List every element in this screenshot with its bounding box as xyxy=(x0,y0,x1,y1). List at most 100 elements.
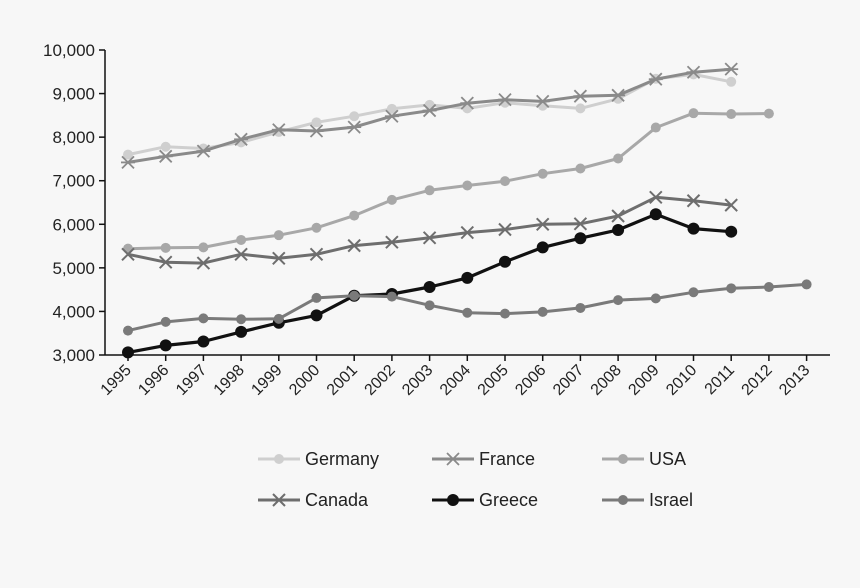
data-point-greece xyxy=(461,271,474,284)
x-tick-label: 1996 xyxy=(135,362,172,399)
data-point-usa xyxy=(349,210,360,221)
data-point-israel xyxy=(537,306,548,317)
data-point-israel xyxy=(500,308,510,319)
y-tick-label: 6,000 xyxy=(52,215,95,234)
data-point-israel xyxy=(801,279,812,290)
series-line-usa xyxy=(127,111,769,251)
data-point-greece xyxy=(197,335,210,348)
data-point-france xyxy=(158,149,173,163)
legend-item-germany: Germany xyxy=(258,449,379,469)
data-point-israel xyxy=(123,325,133,336)
data-point-usa xyxy=(650,122,661,133)
data-point-canada xyxy=(498,222,512,237)
data-point-usa xyxy=(273,230,284,241)
data-point-usa xyxy=(198,242,209,253)
data-point-greece xyxy=(235,325,248,338)
series-line-israel xyxy=(127,282,807,333)
data-point-germany xyxy=(160,141,171,152)
data-point-israel xyxy=(726,283,737,294)
legend-marker-israel xyxy=(618,495,628,505)
legend: Germany France USA Canada Greece Israel xyxy=(258,449,693,510)
data-point-israel xyxy=(650,293,661,304)
data-point-canada xyxy=(649,190,663,204)
legend-label-canada: Canada xyxy=(305,490,369,510)
x-tick-label: 2005 xyxy=(475,362,512,399)
data-point-greece xyxy=(499,255,511,268)
data-point-germany xyxy=(386,103,397,114)
data-point-canada xyxy=(460,225,475,240)
data-point-canada xyxy=(535,217,550,231)
series-usa xyxy=(123,108,774,254)
legend-marker-canada xyxy=(272,493,286,507)
data-point-israel xyxy=(462,307,473,318)
series-france xyxy=(121,62,739,170)
data-point-france xyxy=(648,72,663,86)
legend-item-israel: Israel xyxy=(602,490,693,510)
data-point-france xyxy=(121,155,135,170)
x-tick-label: 2011 xyxy=(702,362,738,398)
data-point-israel xyxy=(386,291,397,302)
data-point-canada xyxy=(309,247,324,262)
data-point-usa xyxy=(424,185,435,196)
data-point-usa xyxy=(613,153,624,164)
data-point-canada xyxy=(573,217,588,231)
legend-marker-greece xyxy=(447,494,459,506)
data-point-israel xyxy=(613,295,624,306)
x-tick-label: 2012 xyxy=(739,362,776,399)
data-point-canada xyxy=(121,247,135,262)
x-tick-label: 2004 xyxy=(437,362,474,399)
data-point-canada xyxy=(385,235,399,249)
x-tick-label: 2009 xyxy=(625,362,662,399)
x-tick-label: 1997 xyxy=(173,362,210,399)
series-line-france xyxy=(127,67,732,164)
data-point-canada xyxy=(272,251,286,265)
y-tick-label: 7,000 xyxy=(52,172,95,191)
x-tick-label: 2007 xyxy=(550,362,587,399)
data-point-usa xyxy=(462,180,473,191)
legend-marker-germany xyxy=(274,454,284,464)
data-point-canada xyxy=(347,238,361,253)
data-point-israel xyxy=(236,314,247,325)
y-tick-label: 10,000 xyxy=(43,41,95,60)
legend-label-greece: Greece xyxy=(479,490,538,510)
data-point-canada xyxy=(611,209,625,223)
data-point-france xyxy=(271,123,286,137)
data-point-greece xyxy=(612,223,625,236)
x-tick-label: 2002 xyxy=(362,362,399,399)
legend-label-usa: USA xyxy=(649,449,686,469)
y-tick-label: 3,000 xyxy=(52,346,95,365)
legend-item-greece: Greece xyxy=(432,490,538,510)
data-point-israel xyxy=(349,290,360,301)
x-tick-label: 1998 xyxy=(211,362,248,399)
data-point-canada xyxy=(686,194,701,208)
data-point-usa xyxy=(575,163,586,174)
legend-label-germany: Germany xyxy=(305,449,379,469)
data-point-france xyxy=(498,93,512,107)
data-point-greece xyxy=(574,232,587,245)
data-point-france xyxy=(686,65,701,79)
series-layer xyxy=(121,62,812,359)
data-point-israel xyxy=(273,313,284,324)
series-greece xyxy=(122,208,738,359)
data-point-france xyxy=(535,94,550,109)
data-point-canada xyxy=(158,255,173,269)
data-point-greece xyxy=(310,309,323,322)
data-point-usa xyxy=(763,108,774,119)
legend-item-usa: USA xyxy=(602,449,686,469)
x-tick-label: 1995 xyxy=(98,362,135,399)
data-point-greece xyxy=(725,225,738,238)
data-point-greece xyxy=(159,339,172,352)
data-point-israel xyxy=(575,302,586,313)
data-point-usa xyxy=(160,242,171,253)
data-point-germany xyxy=(349,111,360,122)
data-point-greece xyxy=(687,222,700,235)
data-point-france xyxy=(611,88,626,102)
x-tick-label: 2003 xyxy=(399,362,436,399)
legend-label-israel: Israel xyxy=(649,490,693,510)
y-tick-label: 5,000 xyxy=(52,259,95,278)
data-point-usa xyxy=(537,168,548,179)
data-point-israel xyxy=(160,316,171,327)
data-point-france xyxy=(724,62,739,76)
